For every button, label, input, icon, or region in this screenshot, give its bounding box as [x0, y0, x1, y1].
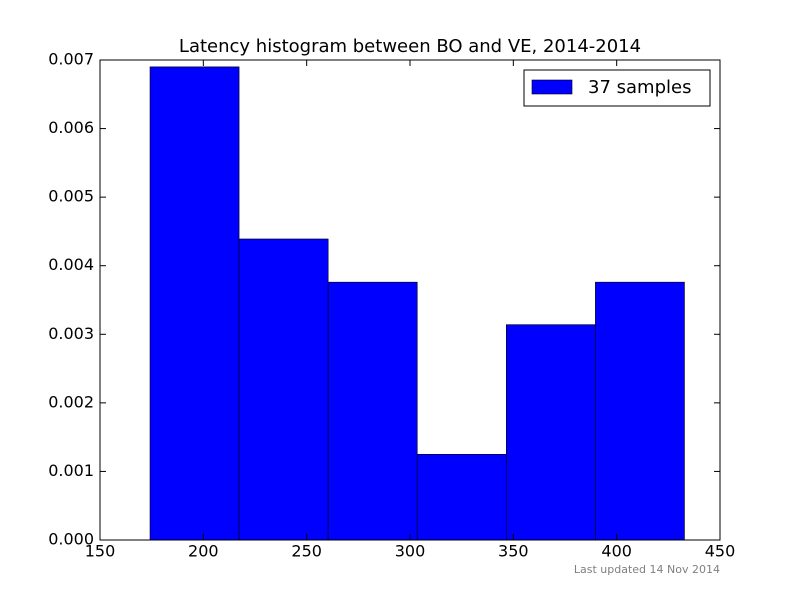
y-tick-label: 0.002 — [48, 392, 94, 411]
y-tick-label: 0.007 — [48, 50, 94, 69]
y-tick-label: 0.004 — [48, 255, 94, 274]
x-tick-label: 350 — [498, 542, 529, 561]
y-tick-label: 0.000 — [48, 530, 94, 549]
footer: Last updated 14 Nov 2014 — [574, 563, 720, 576]
y-tick-label: 0.001 — [48, 461, 94, 480]
y-tick-label: 0.003 — [48, 324, 94, 343]
bar — [327, 281, 418, 541]
x-tick-label: 300 — [395, 542, 426, 561]
x-tick-label: 400 — [601, 542, 632, 561]
bar — [506, 324, 596, 541]
x-tick-label: 250 — [291, 542, 322, 561]
x-tick-label: 450 — [705, 542, 736, 561]
y-tick-label: 0.006 — [48, 118, 94, 137]
x-tick-label: 200 — [188, 542, 219, 561]
x-tick-label: 150 — [85, 542, 116, 561]
bar — [416, 453, 507, 541]
bar — [595, 281, 685, 541]
legend-label: 37 samples — [588, 77, 691, 98]
legend-swatch — [531, 79, 573, 95]
chart-title: Latency histogram between BO and VE, 201… — [179, 36, 641, 57]
y-tick-label: 0.005 — [48, 187, 94, 206]
bar — [149, 66, 240, 541]
bar — [238, 238, 329, 541]
